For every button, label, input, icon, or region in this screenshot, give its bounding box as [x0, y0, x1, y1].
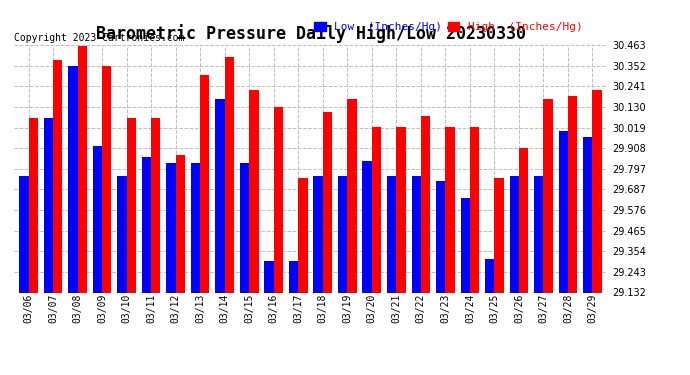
Bar — [191, 163, 200, 292]
Bar — [568, 96, 578, 292]
Bar — [362, 161, 372, 292]
Bar — [372, 128, 381, 292]
Bar — [176, 155, 185, 292]
Bar — [215, 99, 225, 292]
Legend: Low  (Inches/Hg), High  (Inches/Hg): Low (Inches/Hg), High (Inches/Hg) — [313, 21, 584, 33]
Bar — [396, 128, 406, 292]
Bar — [126, 118, 136, 292]
Bar — [445, 128, 455, 292]
Bar — [264, 261, 274, 292]
Bar — [323, 112, 332, 292]
Bar — [544, 99, 553, 292]
Bar — [470, 128, 479, 292]
Bar — [593, 90, 602, 292]
Bar — [92, 146, 102, 292]
Bar — [534, 176, 544, 292]
Bar — [485, 260, 495, 292]
Bar — [142, 157, 151, 292]
Text: Copyright 2023 Cartronics.com: Copyright 2023 Cartronics.com — [14, 33, 184, 42]
Bar — [510, 176, 519, 292]
Bar — [347, 99, 357, 292]
Bar — [43, 118, 53, 292]
Bar — [200, 75, 210, 292]
Bar — [102, 66, 111, 292]
Bar — [53, 60, 62, 292]
Bar — [338, 176, 347, 292]
Bar — [225, 57, 234, 292]
Bar — [460, 198, 470, 292]
Bar — [289, 261, 298, 292]
Bar — [387, 176, 396, 292]
Bar — [249, 90, 259, 292]
Bar — [19, 176, 28, 292]
Bar — [240, 163, 249, 292]
Bar — [151, 118, 161, 292]
Bar — [559, 131, 568, 292]
Bar — [166, 163, 176, 292]
Bar — [298, 178, 308, 292]
Bar — [411, 176, 421, 292]
Bar — [495, 178, 504, 292]
Bar — [28, 118, 38, 292]
Title: Barometric Pressure Daily High/Low 20230330: Barometric Pressure Daily High/Low 20230… — [95, 24, 526, 44]
Bar — [519, 148, 529, 292]
Bar — [117, 176, 126, 292]
Bar — [68, 66, 77, 292]
Bar — [274, 107, 283, 292]
Bar — [583, 136, 593, 292]
Bar — [421, 116, 430, 292]
Bar — [313, 176, 323, 292]
Bar — [436, 181, 445, 292]
Bar — [77, 45, 87, 292]
